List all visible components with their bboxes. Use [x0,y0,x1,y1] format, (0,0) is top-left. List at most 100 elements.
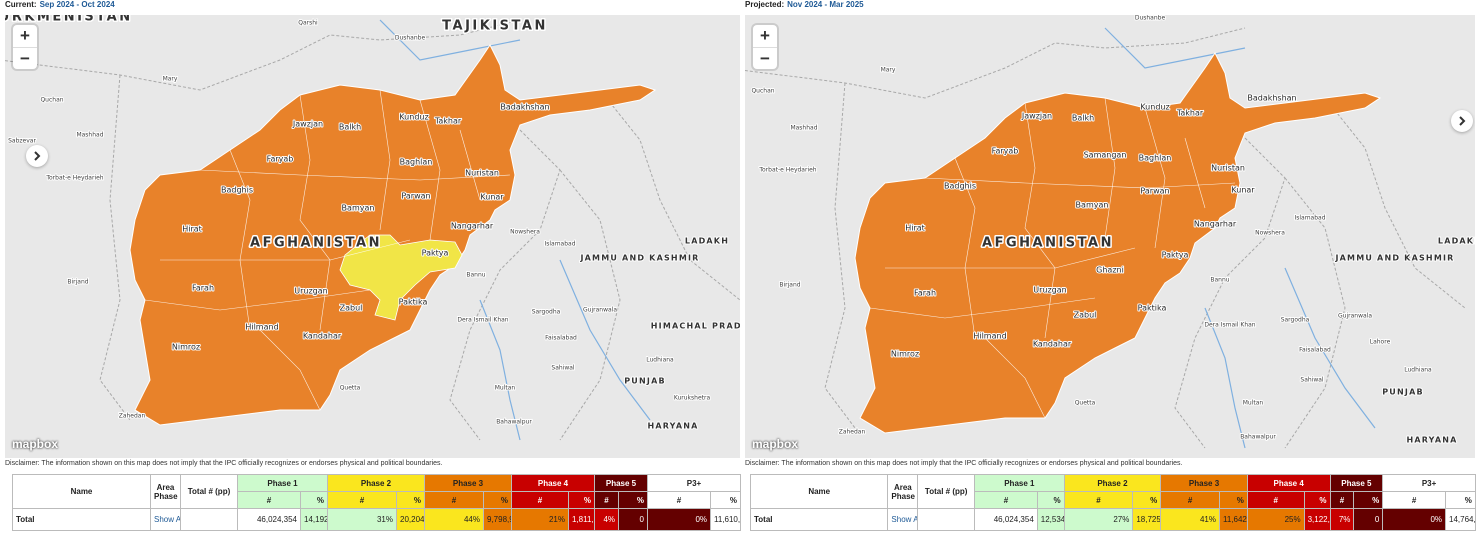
map-label: LADAKH [685,237,729,246]
phase-2-area [339,234,463,321]
map-layer [5,19,740,441]
district-border [885,247,1136,269]
total-cell: 46,024,354 [974,508,1038,531]
phase-header: Phase 5 [1329,474,1384,492]
map-label: Baghlan [1139,154,1172,163]
period-header: Projected: Nov 2024 - Mar 2025 [745,0,864,9]
map-label: LADAKH [1438,237,1475,246]
row-name: Total [749,508,889,531]
map-label: Zahedan [119,413,146,420]
map-label: Jawzjan [292,120,323,129]
map-label: AFGHANISTAN [982,236,1114,251]
district-border [419,99,441,241]
map-label: Birjand [67,279,88,286]
mapbox-logo: mapbox [752,437,799,451]
map-label: Hilmand [245,323,278,332]
phase-header: Phase 5 [594,474,648,492]
map-label: Kandahar [1033,340,1072,349]
phase-header: Phase 1 [974,474,1065,492]
map: TURKMENISTAN TAJIKISTAN AFGHANISTAN Qarshi D… [5,15,740,458]
map-label: Quetta [340,385,361,392]
percent-cell: 0% [1382,508,1446,531]
zoom-in-button[interactable]: + [20,26,30,45]
count-cell: 14,192,140 [300,508,328,531]
next-button[interactable] [1451,110,1473,132]
map-label: Kunduz [399,113,428,122]
show-areas-label[interactable]: Show Areas [891,515,916,524]
map-label: HARYANA [647,422,698,431]
border [1284,177,1346,449]
column-header: Area Phase [150,474,181,509]
map-label: Hirat [905,224,925,233]
map-label: Multan [495,385,516,392]
map-label: Faisalabad [545,335,577,342]
show-areas[interactable]: Show Areas [887,508,919,531]
count-cell: 18,725,306 [1132,508,1162,531]
district-border [924,177,1236,189]
map-label: Jawzjan [1021,112,1052,121]
phase-header: Phase 4 [1246,474,1331,492]
map-label: Multan [1243,400,1264,407]
map-label: Baghlan [400,158,433,167]
percent-header: % [1218,491,1248,509]
map-label: Paktika [399,298,428,307]
count-header: # [424,491,484,509]
percent-cell: 25% [1246,508,1305,531]
zoom-control: + − [13,25,37,69]
count-header: # [511,491,569,509]
header-row: Name Area Phase Total # (pp) Phase 1 Phase 2… [749,474,1476,509]
row-name: Total [12,508,151,531]
percent-header: % [1445,491,1476,509]
count-cell: 11,610,606 [710,508,741,531]
district-border [1144,107,1166,249]
map: Dushanbe Mary Quchan Mashhad Torbat-e Heydar… [745,15,1475,458]
next-button[interactable] [26,145,48,167]
map-label: Gujranwala [1338,313,1372,320]
map-label: Bahawalpur [496,419,532,426]
map-label: Takhar [434,117,462,126]
district-border [199,169,511,181]
map-label: Paktika [1138,304,1167,313]
count-header: # [237,491,301,509]
phase-header: Phase 3 [424,474,512,492]
zoom-in-button[interactable]: + [760,26,770,45]
map-label: Badghis [944,182,976,191]
phase-header: P3+ [647,474,741,492]
show-areas-label[interactable]: Show Areas [154,515,180,524]
map-label: Qarshi [298,20,318,27]
map-label: Bannu [466,272,485,279]
river [379,19,521,61]
district-border [299,94,331,331]
map-label: Sahiwal [551,365,575,372]
column-header: Name [749,474,889,509]
period: Nov 2024 - Mar 2025 [787,0,864,9]
map-label: HARYANA [1406,436,1457,445]
map-label: Takhar [1176,109,1204,118]
map-label: Badakhshan [1247,94,1296,103]
show-areas[interactable]: Show Areas [150,508,181,531]
map-label: Nuristan [1211,164,1245,173]
map-label: Kandahar [303,332,342,341]
count-cell: 11,642,486 [1218,508,1248,531]
map-label: Hirat [182,225,202,234]
map-label: Nowshera [510,229,540,236]
percent-cell: 31% [327,508,397,531]
map-label: Dushanbe [1135,15,1166,22]
district-border [379,89,391,231]
country-area [854,52,1382,434]
map-label: Uruzgan [1033,286,1066,295]
map-label: Ludhiana [1404,367,1432,374]
percent-cell: 4% [594,508,619,531]
map-label: PUNJAB [624,377,666,386]
map-label: Ludhiana [646,357,674,364]
district-border [259,329,321,411]
map-label: Dera Ismail Khan [1204,322,1255,329]
map-label: Nimroz [891,350,919,359]
map-label: Faisalabad [1299,347,1331,354]
zoom-out-button[interactable]: − [13,47,37,70]
border [559,169,621,441]
map-label: Bamyan [1076,201,1109,210]
zoom-out-button[interactable]: − [753,47,777,70]
